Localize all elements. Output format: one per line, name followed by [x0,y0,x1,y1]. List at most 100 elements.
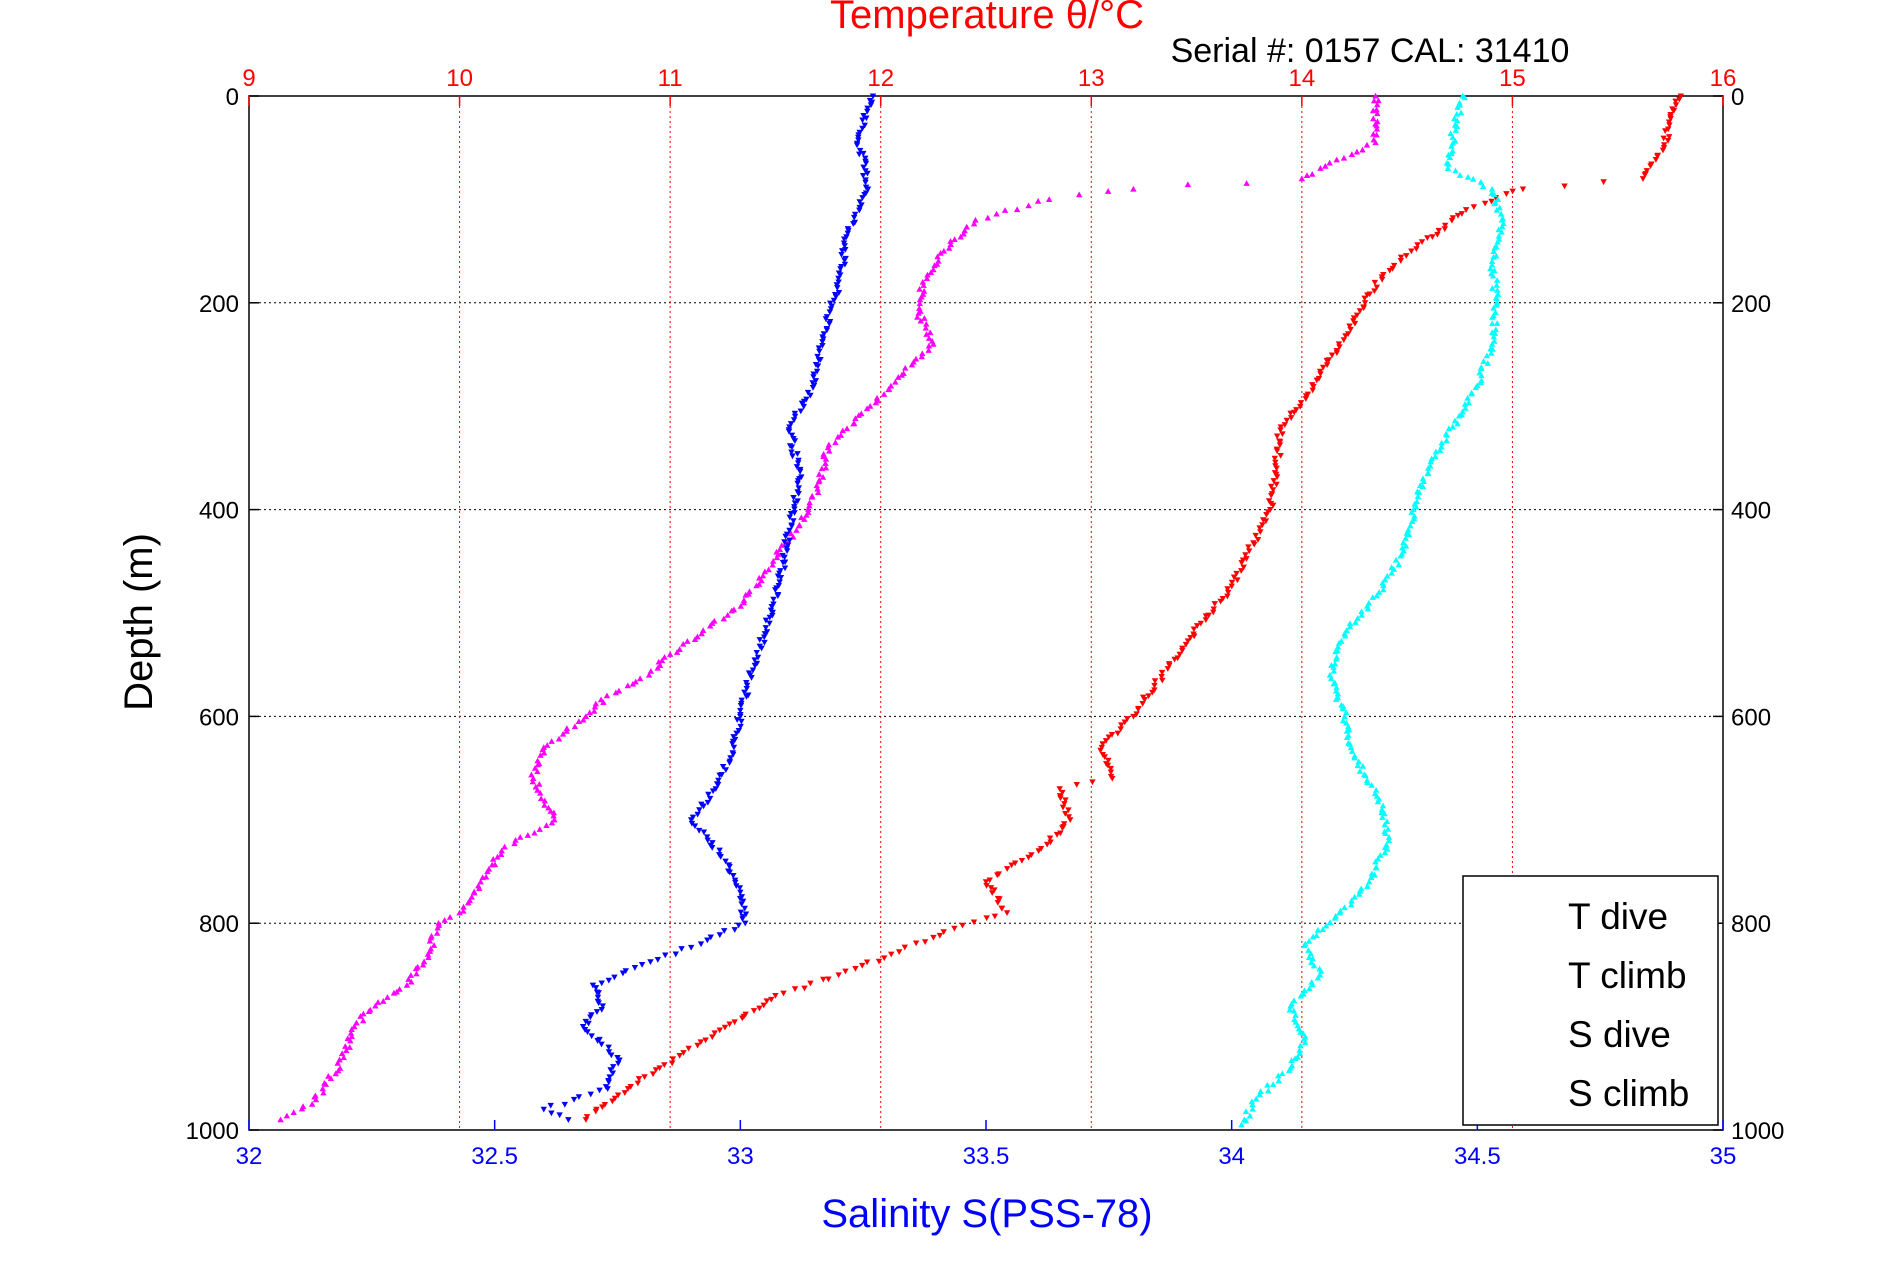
data-point-s-climb [1493,302,1500,308]
data-point-t-dive [986,877,993,884]
data-point-t-climb [1369,107,1377,114]
data-point-t-dive [1062,797,1069,804]
data-point-s-climb [1409,518,1416,524]
data-point-t-climb [430,942,438,948]
data-point-t-climb [912,355,920,362]
data-point-t-dive [1210,609,1217,616]
data-point-t-dive [1380,272,1387,278]
data-point-t-dive [1346,323,1353,330]
data-point-t-climb [1359,146,1366,153]
data-point-t-dive [1272,459,1279,466]
data-point-s-dive [761,634,768,641]
data-point-s-climb [1290,997,1298,1004]
data-point-t-climb [283,1112,291,1119]
data-point-s-dive [769,609,776,616]
data-point-t-dive [780,990,787,997]
data-point-t-dive [635,1076,643,1082]
data-point-t-dive [998,905,1006,912]
data-point-t-dive [1257,529,1264,536]
tick-label-salinity: 33 [727,1143,754,1170]
data-point-t-climb [1303,172,1311,179]
data-point-s-climb [1448,143,1455,149]
data-point-s-dive [737,909,745,916]
data-point-s-climb [1456,172,1464,178]
data-point-s-dive [863,115,870,122]
data-point-t-climb [951,236,958,243]
data-point-t-dive [1254,537,1262,543]
data-point-s-climb [1445,425,1453,432]
data-point-s-dive [732,879,739,886]
data-point-t-climb [822,455,830,462]
data-point-s-climb [1265,1087,1272,1094]
data-point-s-climb [1477,379,1484,386]
data-point-t-climb [1370,136,1377,143]
data-point-t-dive [1676,96,1683,103]
data-point-s-climb [1306,985,1313,992]
data-point-t-climb [707,622,714,629]
data-point-t-dive [1277,427,1284,434]
data-point-t-dive [1269,502,1277,509]
data-point-t-dive [1130,713,1137,720]
data-point-t-dive [1158,674,1165,680]
data-point-s-climb [1493,295,1500,302]
tick-label-temperature: 13 [1078,65,1105,92]
data-point-t-climb [769,558,777,564]
data-point-t-climb [1326,159,1333,166]
data-point-t-dive [936,932,944,939]
data-point-t-climb [645,671,653,678]
data-point-s-dive [688,820,696,827]
data-point-t-dive [1176,651,1183,658]
data-point-t-dive [1238,568,1245,574]
data-point-s-climb [1380,586,1387,593]
data-point-s-climb [1374,855,1382,862]
data-point-t-climb [460,907,467,914]
data-point-t-climb [359,1017,367,1024]
data-point-t-dive [859,962,866,969]
data-point-s-dive [838,251,845,258]
data-point-t-climb [586,709,593,716]
data-point-t-dive [1654,153,1661,160]
data-point-s-dive [704,799,712,806]
data-point-s-climb [1494,287,1501,293]
data-point-s-dive [851,211,859,218]
data-point-s-dive [787,421,795,427]
data-point-s-dive [729,741,736,747]
data-point-t-dive [649,1071,657,1078]
data-point-t-climb [351,1023,358,1030]
data-point-t-climb [1309,170,1316,177]
data-point-s-climb [1322,922,1330,929]
data-point-s-dive [864,108,871,115]
data-point-t-dive [1434,231,1441,238]
data-point-s-dive [605,1044,612,1051]
data-point-s-dive [717,853,724,860]
data-point-s-dive [700,803,707,810]
data-point-s-climb [1242,1108,1250,1115]
data-point-t-climb [1184,181,1192,188]
data-point-s-dive [741,689,748,696]
data-point-t-climb [1045,196,1053,202]
data-point-s-dive [850,221,857,227]
data-point-s-dive [598,1041,605,1048]
data-point-t-climb [372,1002,379,1009]
tick-label-salinity: 35 [1710,1143,1737,1170]
tick-label-depth-left: 0 [226,84,239,111]
data-point-s-dive [781,539,788,546]
data-point-s-climb [1451,417,1459,424]
data-point-t-dive [1003,910,1011,917]
data-point-s-dive [781,554,788,561]
data-point-s-climb [1454,420,1461,427]
data-point-s-climb [1472,384,1479,391]
data-point-t-climb [920,282,927,288]
data-point-s-climb [1330,667,1338,674]
data-point-t-dive [763,998,770,1005]
data-point-s-dive [605,1049,613,1055]
data-point-s-dive [721,928,728,934]
data-point-s-climb [1264,1081,1271,1088]
data-point-t-climb [970,220,978,227]
data-point-t-climb [498,847,505,854]
data-point-t-dive [1056,786,1063,792]
data-point-t-dive [1677,93,1685,100]
data-point-t-climb [1317,165,1324,171]
data-point-s-dive [709,788,717,795]
data-point-s-climb [1330,680,1337,687]
